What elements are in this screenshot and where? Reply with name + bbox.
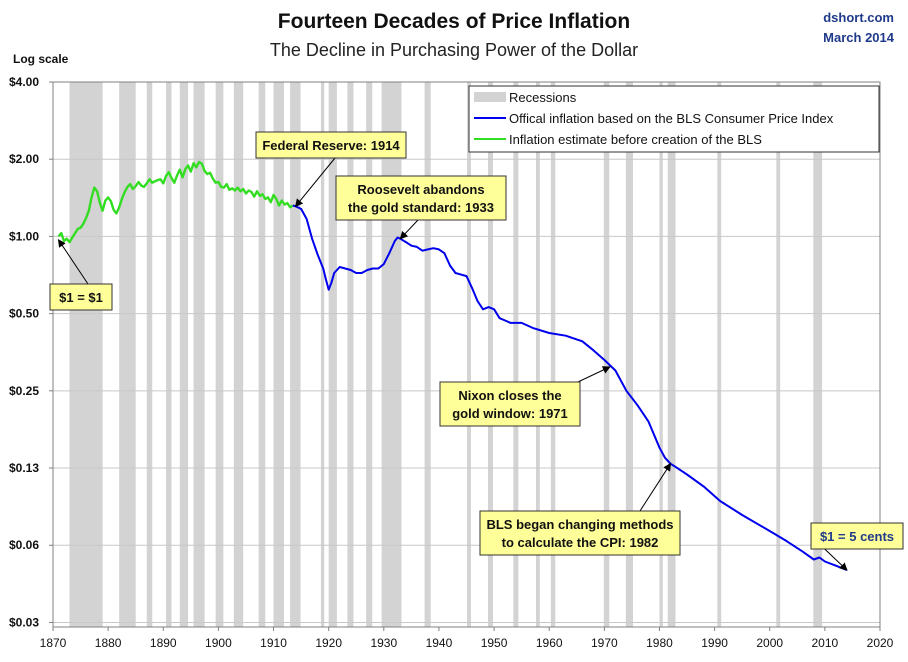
recession-band <box>535 82 540 627</box>
y-axis-ticks: $4.00 $2.00 $1.00 $0.50 $0.25 $0.13 $0.06 $0.03 <box>9 75 53 629</box>
recession-band <box>513 82 519 627</box>
annotation-text: Roosevelt abandons <box>357 182 484 197</box>
recession-band <box>146 82 153 627</box>
x-tick-label: 2020 <box>867 636 894 650</box>
source-date: March 2014 <box>823 30 894 45</box>
annotation-text: BLS began changing methods <box>486 517 673 532</box>
recession-band <box>366 82 373 627</box>
annotation-box <box>255 131 407 159</box>
annotation-text: to calculate the CPI: 1982 <box>502 535 659 550</box>
recession-band <box>467 82 471 627</box>
recession-band <box>667 82 676 627</box>
x-tick-label: 1890 <box>150 636 177 650</box>
recession-band <box>550 82 556 627</box>
annotation-arrow <box>639 462 672 512</box>
x-tick-label: 1930 <box>370 636 397 650</box>
annotation-text: gold window: 1971 <box>452 406 568 421</box>
y-tick-label: $0.06 <box>9 538 39 552</box>
recession-band <box>179 82 189 627</box>
annotation-arrow <box>399 219 419 240</box>
x-tick-label: 1960 <box>536 636 563 650</box>
recession-band <box>258 82 266 627</box>
annotation-arrow <box>57 238 89 285</box>
recession-band <box>424 82 431 627</box>
recession-band <box>625 82 634 627</box>
annotation-text: $1 = 5 cents <box>820 529 894 544</box>
y-tick-label: $4.00 <box>9 75 39 89</box>
legend: Recessions Offical inflation based on the… <box>468 85 880 153</box>
legend-swatch <box>474 92 506 102</box>
x-tick-label: 1980 <box>646 636 673 650</box>
annotation-box <box>810 522 904 550</box>
annotation-box <box>335 175 507 221</box>
chart-subtitle: The Decline in Purchasing Power of the D… <box>269 40 639 60</box>
recession-band <box>273 82 285 627</box>
annotation-text: Nixon closes the <box>458 388 561 403</box>
estimate-series-line <box>57 160 294 244</box>
y-tick-label: $2.00 <box>9 152 39 166</box>
recession-band <box>193 82 205 627</box>
annotation-text: Federal Reserve: 1914 <box>262 138 400 153</box>
x-tick-label: 1880 <box>95 636 122 650</box>
series-lines <box>57 160 848 572</box>
recession-band <box>215 82 224 627</box>
recession-band <box>717 82 722 627</box>
chart-title: Fourteen Decades of Price Inflation <box>277 10 631 33</box>
x-tick-label: 1900 <box>205 636 232 650</box>
recession-band <box>347 82 354 627</box>
log-scale-label: Log scale <box>13 52 69 66</box>
recession-band <box>166 82 172 627</box>
gridlines <box>53 81 880 623</box>
annotation-box <box>49 283 113 311</box>
legend-label: Recessions <box>509 90 577 105</box>
recession-band <box>233 82 244 627</box>
source-site: dshort.com <box>823 10 894 25</box>
recession-band <box>328 82 337 627</box>
annotation-text: $1 = $1 <box>59 290 103 305</box>
y-tick-label: $0.25 <box>9 384 39 398</box>
y-tick-label: $1.00 <box>9 229 39 243</box>
recession-band <box>603 82 610 627</box>
recession-band <box>119 82 136 627</box>
plot-frame <box>52 81 881 628</box>
official-series-line <box>292 204 848 572</box>
recession-band <box>659 82 663 627</box>
recession-band <box>488 82 493 627</box>
legend-box <box>468 85 880 153</box>
x-tick-label: 1940 <box>426 636 453 650</box>
y-tick-label: $0.03 <box>9 615 39 629</box>
recession-bands <box>69 82 823 627</box>
recession-band <box>290 82 301 627</box>
x-tick-label: 1910 <box>260 636 287 650</box>
y-tick-label: $0.13 <box>9 461 39 475</box>
legend-label: Offical inflation based on the BLS Consu… <box>509 111 834 126</box>
annotation-box <box>439 381 581 427</box>
x-tick-label: 1990 <box>701 636 728 650</box>
annotation-arrow <box>294 157 336 208</box>
x-tick-label: 2000 <box>756 636 783 650</box>
annotation-arrow <box>577 366 611 383</box>
recession-band <box>320 82 325 627</box>
recession-band <box>776 82 781 627</box>
annotation-text: the gold standard: 1933 <box>348 200 494 215</box>
x-tick-label: 1950 <box>481 636 508 650</box>
x-tick-label: 2010 <box>812 636 839 650</box>
x-tick-label: 1920 <box>315 636 342 650</box>
annotation-box <box>479 510 681 556</box>
recession-band <box>813 82 823 627</box>
legend-label: Inflation estimate before creation of th… <box>509 132 762 147</box>
x-tick-label: 1870 <box>40 636 67 650</box>
y-tick-label: $0.50 <box>9 307 39 321</box>
x-tick-label: 1970 <box>591 636 618 650</box>
x-axis-ticks: 1870 1880 1890 1900 1910 1920 1930 1940 1950 1960… <box>40 627 894 650</box>
recession-band <box>69 82 103 627</box>
annotations: Federal Reserve: 1914 Roosevelt abandons t… <box>49 131 904 571</box>
